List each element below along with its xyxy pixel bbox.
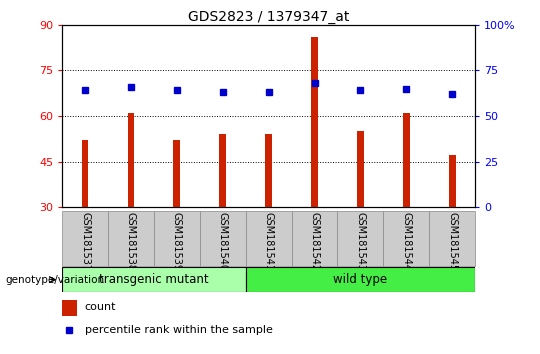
Bar [403,113,410,207]
Bar [62,300,77,316]
FancyBboxPatch shape [62,211,108,266]
Text: transgenic mutant: transgenic mutant [99,273,209,286]
Bar [311,37,318,207]
Bar [357,131,364,207]
Text: GSM181538: GSM181538 [126,212,136,271]
Text: wild type: wild type [333,273,388,286]
Text: GSM181537: GSM181537 [80,212,90,272]
FancyBboxPatch shape [246,211,292,266]
FancyBboxPatch shape [200,211,246,266]
FancyBboxPatch shape [154,211,200,266]
Bar [265,134,272,207]
Text: GSM181545: GSM181545 [447,212,457,272]
FancyBboxPatch shape [383,211,429,266]
Text: count: count [85,302,116,313]
Text: GSM181540: GSM181540 [218,212,228,271]
Bar [82,140,89,207]
Text: GSM181542: GSM181542 [309,212,320,272]
Text: percentile rank within the sample: percentile rank within the sample [85,325,273,336]
Bar [449,155,456,207]
Bar [219,134,226,207]
Text: GSM181544: GSM181544 [401,212,411,271]
FancyBboxPatch shape [429,211,475,266]
FancyBboxPatch shape [338,211,383,266]
Bar [173,140,180,207]
FancyBboxPatch shape [246,267,475,292]
FancyBboxPatch shape [62,267,246,292]
Text: GSM181541: GSM181541 [264,212,274,271]
FancyBboxPatch shape [108,211,154,266]
Text: GSM181539: GSM181539 [172,212,182,271]
Title: GDS2823 / 1379347_at: GDS2823 / 1379347_at [188,10,349,24]
Text: GSM181543: GSM181543 [355,212,366,271]
Text: genotype/variation: genotype/variation [5,275,105,285]
FancyBboxPatch shape [292,211,338,266]
Bar [127,113,134,207]
